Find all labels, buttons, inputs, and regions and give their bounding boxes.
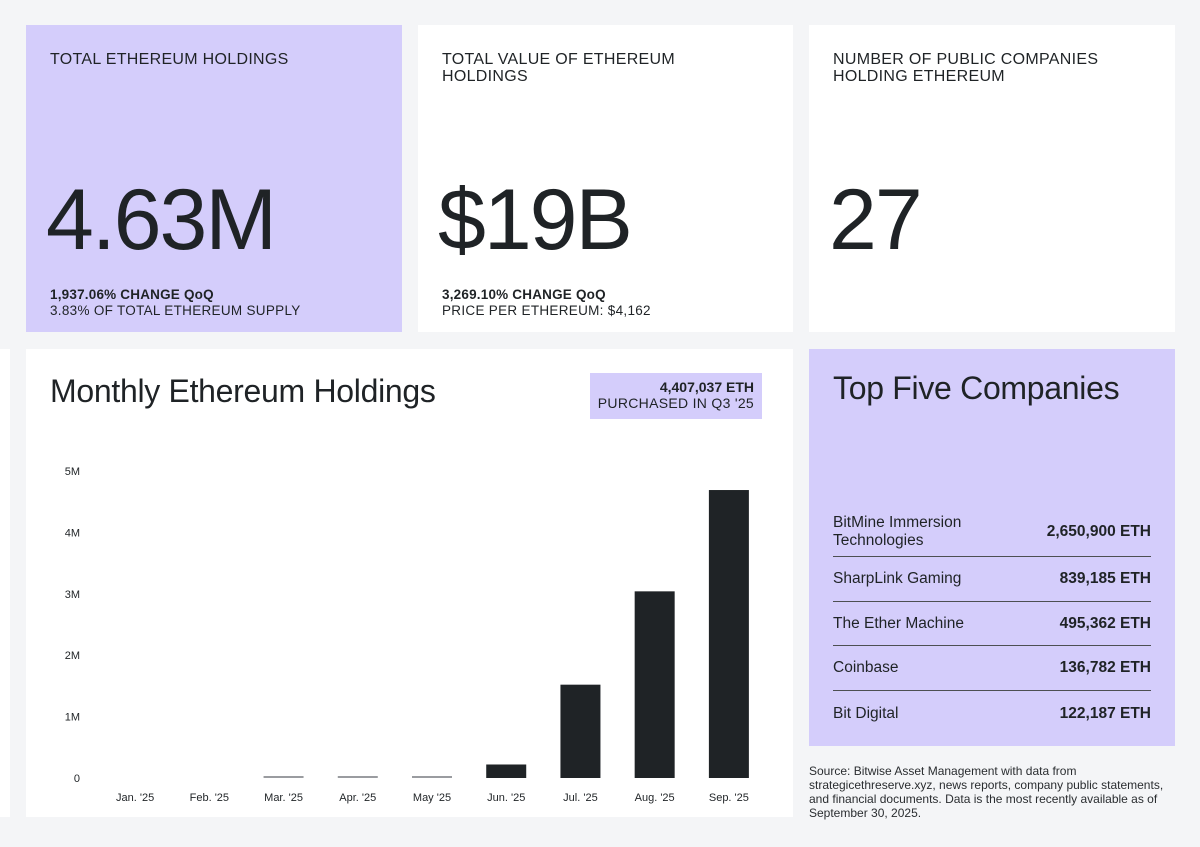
stat-sub: 3.83% OF TOTAL ETHEREUM SUPPLY xyxy=(50,303,301,318)
stat-label: TOTAL VALUE OF ETHEREUM HOLDINGS xyxy=(442,51,676,85)
x-tick-label: Jul. '25 xyxy=(563,792,598,804)
top-five-title: Top Five Companies xyxy=(833,370,1120,406)
stat-change: 1,937.06% CHANGE QoQ xyxy=(50,287,214,302)
company-row: SharpLink Gaming 839,185 ETH xyxy=(833,557,1151,602)
company-row: Bit Digital 122,187 ETH xyxy=(833,691,1151,737)
y-tick-label: 3M xyxy=(65,589,80,601)
company-holdings: 2,650,900 ETH xyxy=(1046,522,1151,540)
y-tick-label: 5M xyxy=(65,466,80,478)
x-tick-label: Jan. '25 xyxy=(116,792,154,804)
y-tick-label: 0 xyxy=(74,773,80,785)
company-holdings: 839,185 ETH xyxy=(1059,570,1151,587)
bar xyxy=(486,764,527,778)
top-five-card: Top Five Companies BitMine Immersion Tec… xyxy=(809,349,1175,746)
stat-sub: PRICE PER ETHEREUM: $4,162 xyxy=(442,303,651,318)
y-tick-label: 2M xyxy=(65,650,80,662)
bar xyxy=(634,591,675,778)
purchase-badge: 4,407,037 ETH PURCHASED IN Q3 '25 xyxy=(590,373,762,419)
x-tick-label: Apr. '25 xyxy=(339,792,376,804)
chart-card: Monthly Ethereum Holdings 4,407,037 ETH … xyxy=(26,349,793,817)
stat-value: 27 xyxy=(829,172,923,268)
company-name: Coinbase xyxy=(833,659,899,676)
source-note: Source: Bitwise Asset Management with da… xyxy=(809,764,1164,820)
stat-label: TOTAL ETHEREUM HOLDINGS xyxy=(50,51,289,68)
stat-label: NUMBER OF PUBLIC COMPANIES HOLDING ETHER… xyxy=(833,51,1099,85)
company-row: BitMine Immersion Technologies 2,650,900… xyxy=(833,507,1151,557)
company-holdings: 136,782 ETH xyxy=(1059,659,1151,676)
bar xyxy=(708,490,749,778)
bar xyxy=(412,776,452,778)
company-name: Bit Digital xyxy=(833,705,899,722)
x-tick-label: Aug. '25 xyxy=(635,792,675,804)
x-tick-label: Jun. '25 xyxy=(487,792,525,804)
stat-card-total-value: TOTAL VALUE OF ETHEREUM HOLDINGS $19B 3,… xyxy=(418,25,793,332)
bar xyxy=(337,776,378,778)
left-edge-panel xyxy=(0,349,10,817)
x-tick-label: Sep. '25 xyxy=(709,792,749,804)
y-tick-label: 1M xyxy=(65,712,80,724)
stat-card-company-count: NUMBER OF PUBLIC COMPANIES HOLDING ETHER… xyxy=(809,25,1175,332)
y-tick-label: 4M xyxy=(65,527,80,539)
chart-title: Monthly Ethereum Holdings xyxy=(50,373,436,409)
stat-value: 4.63M xyxy=(46,172,277,268)
company-name: The Ether Machine xyxy=(833,614,964,632)
company-holdings: 122,187 ETH xyxy=(1059,705,1151,722)
x-tick-label: Feb. '25 xyxy=(190,792,229,804)
company-row: Coinbase 136,782 ETH xyxy=(833,646,1151,691)
bar xyxy=(263,776,304,778)
stat-change: 3,269.10% CHANGE QoQ xyxy=(442,287,606,302)
stat-card-total-holdings: TOTAL ETHEREUM HOLDINGS 4.63M 1,937.06% … xyxy=(26,25,402,332)
bar xyxy=(560,684,601,778)
x-tick-label: May '25 xyxy=(413,792,451,804)
bar-chart: 0 1M 2M 3M 4M 5M Jan. '25 Feb. '25 Mar. '25 Apr. … xyxy=(65,466,749,804)
company-name: BitMine Immersion Technologies xyxy=(833,513,962,549)
company-name: SharpLink Gaming xyxy=(833,570,962,587)
stat-value: $19B xyxy=(438,172,633,268)
badge-label: PURCHASED IN Q3 '25 xyxy=(597,395,754,411)
badge-value: 4,407,037 ETH xyxy=(659,379,754,395)
x-tick-label: Mar. '25 xyxy=(264,792,303,804)
company-holdings: 495,362 ETH xyxy=(1059,614,1151,632)
company-row: The Ether Machine 495,362 ETH xyxy=(833,602,1151,646)
